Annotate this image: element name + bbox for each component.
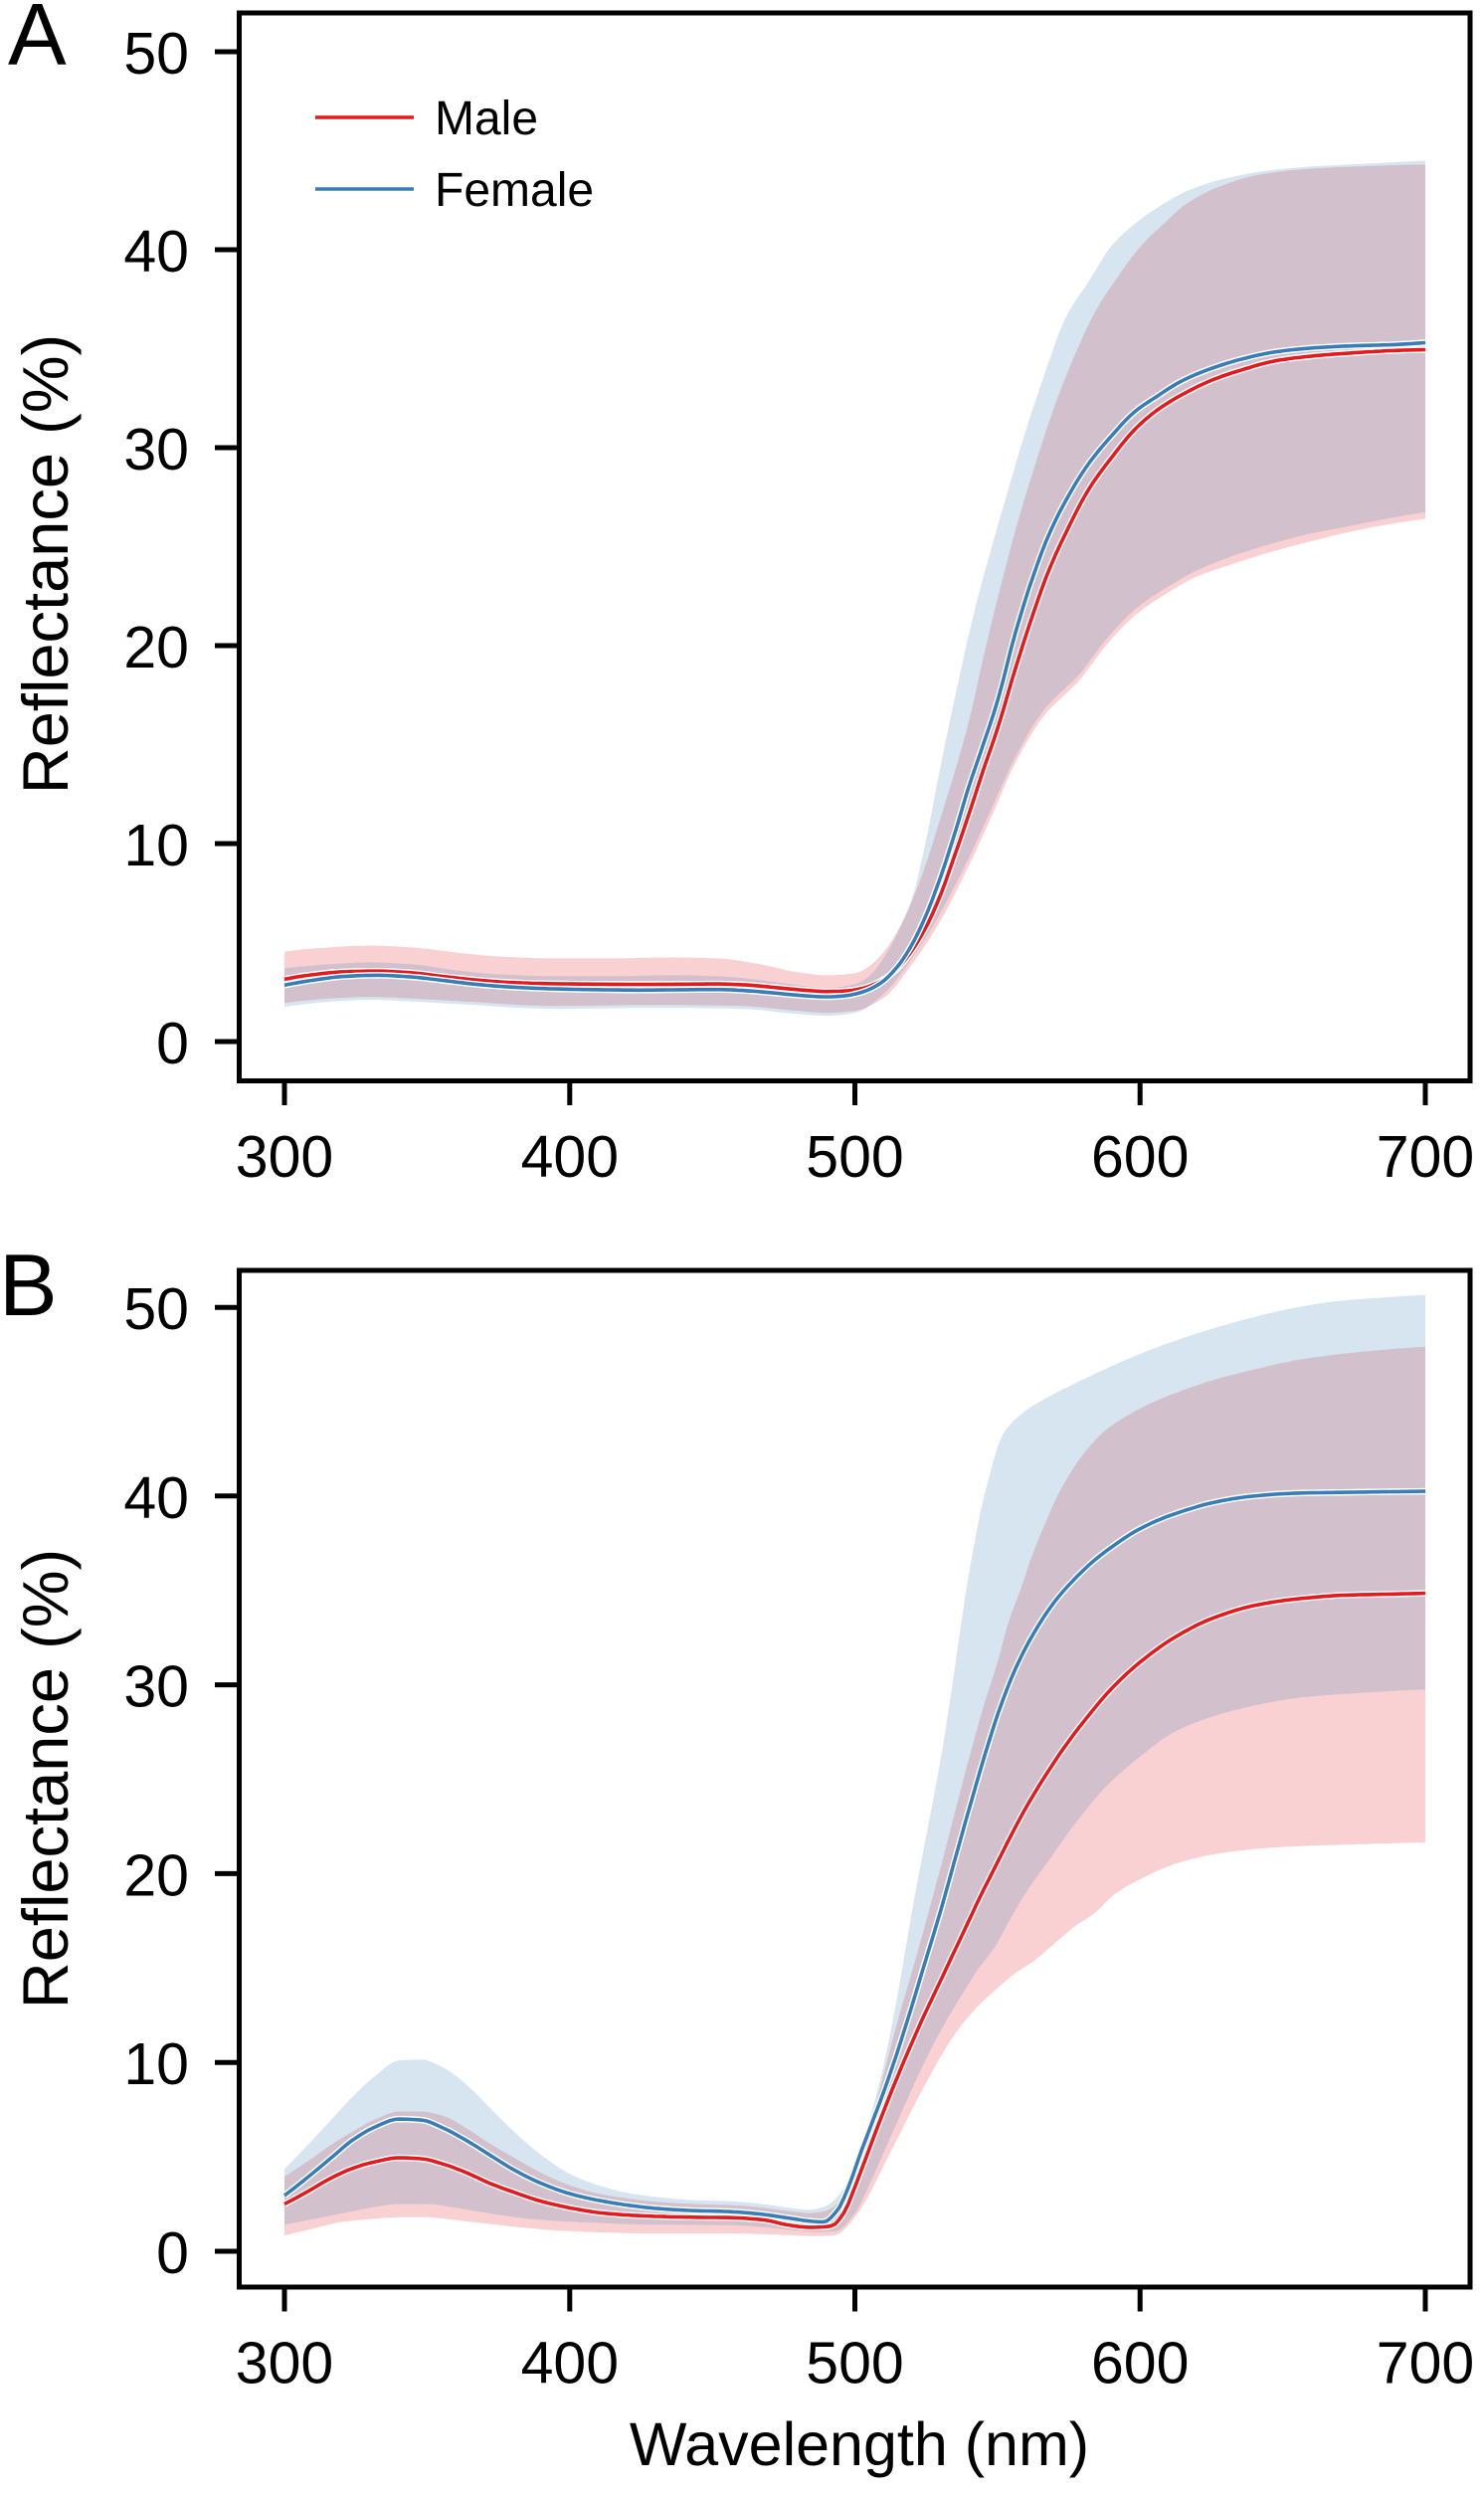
svg-text:Reflectance (%): Reflectance (%) — [9, 334, 82, 794]
svg-text:500: 500 — [806, 1124, 903, 1190]
svg-text:400: 400 — [521, 1124, 619, 1190]
svg-text:Female: Female — [435, 164, 594, 217]
svg-text:10: 10 — [123, 2031, 189, 2097]
svg-text:40: 40 — [123, 1465, 189, 1531]
svg-text:B: B — [0, 1236, 58, 1334]
svg-text:20: 20 — [123, 615, 189, 680]
svg-text:50: 50 — [123, 21, 189, 87]
svg-text:600: 600 — [1091, 2331, 1189, 2397]
svg-text:0: 0 — [156, 2220, 189, 2286]
svg-text:Wavelength (nm): Wavelength (nm) — [630, 2410, 1089, 2478]
svg-text:30: 30 — [123, 417, 189, 482]
svg-text:Male: Male — [435, 93, 538, 145]
svg-text:0: 0 — [156, 1011, 189, 1076]
svg-text:Reflectance (%): Reflectance (%) — [9, 1549, 82, 2009]
svg-text:30: 30 — [123, 1654, 189, 1720]
svg-text:50: 50 — [123, 1276, 189, 1342]
svg-text:400: 400 — [521, 2331, 619, 2397]
svg-text:600: 600 — [1091, 1124, 1189, 1190]
svg-text:300: 300 — [236, 1124, 333, 1190]
svg-text:500: 500 — [806, 2331, 903, 2397]
svg-text:700: 700 — [1377, 2331, 1474, 2397]
svg-text:700: 700 — [1377, 1124, 1474, 1190]
svg-text:10: 10 — [123, 813, 189, 878]
svg-text:40: 40 — [123, 219, 189, 285]
svg-text:300: 300 — [236, 2331, 333, 2397]
svg-text:A: A — [8, 0, 67, 84]
svg-text:20: 20 — [123, 1842, 189, 1908]
